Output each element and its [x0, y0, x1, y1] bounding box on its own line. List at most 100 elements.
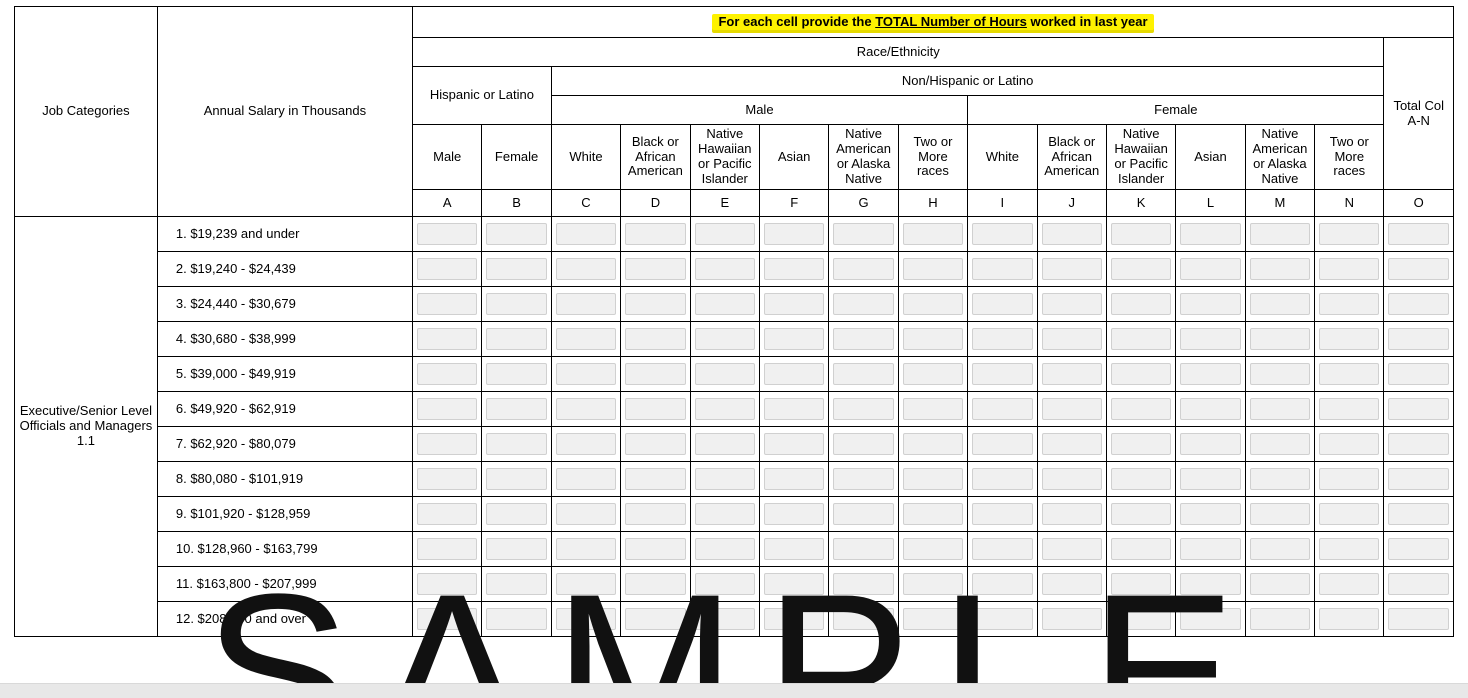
hours-input[interactable]: [1180, 398, 1240, 420]
hours-input[interactable]: [556, 328, 616, 350]
hours-input[interactable]: [556, 293, 616, 315]
hours-input[interactable]: [972, 258, 1032, 280]
hours-input[interactable]: [486, 398, 546, 420]
hours-input[interactable]: [1388, 398, 1449, 420]
hours-input[interactable]: [1319, 468, 1379, 490]
hours-input[interactable]: [1042, 398, 1102, 420]
hours-input[interactable]: [833, 328, 893, 350]
hours-input[interactable]: [1042, 258, 1102, 280]
hours-input[interactable]: [833, 573, 893, 595]
hours-input[interactable]: [695, 293, 755, 315]
hours-input[interactable]: [1388, 468, 1449, 490]
hours-input[interactable]: [625, 293, 685, 315]
hours-input[interactable]: [903, 573, 963, 595]
hours-input[interactable]: [972, 503, 1032, 525]
hours-input[interactable]: [625, 258, 685, 280]
hours-input[interactable]: [972, 293, 1032, 315]
hours-input[interactable]: [903, 538, 963, 560]
hours-input[interactable]: [1250, 538, 1310, 560]
hours-input[interactable]: [1111, 433, 1171, 455]
hours-input[interactable]: [833, 608, 893, 630]
hours-input[interactable]: [1111, 503, 1171, 525]
hours-input[interactable]: [1180, 573, 1240, 595]
hours-input[interactable]: [764, 223, 824, 245]
hours-input[interactable]: [903, 433, 963, 455]
hours-input[interactable]: [903, 468, 963, 490]
hours-input[interactable]: [1111, 538, 1171, 560]
hours-input[interactable]: [833, 293, 893, 315]
hours-input[interactable]: [764, 608, 824, 630]
hours-input[interactable]: [625, 433, 685, 455]
hours-input[interactable]: [556, 503, 616, 525]
hours-input[interactable]: [556, 468, 616, 490]
hours-input[interactable]: [486, 363, 546, 385]
hours-input[interactable]: [972, 363, 1032, 385]
hours-input[interactable]: [1388, 293, 1449, 315]
hours-input[interactable]: [417, 503, 477, 525]
hours-input[interactable]: [1250, 468, 1310, 490]
hours-input[interactable]: [764, 538, 824, 560]
hours-input[interactable]: [695, 363, 755, 385]
hours-input[interactable]: [1042, 468, 1102, 490]
hours-input[interactable]: [486, 433, 546, 455]
hours-input[interactable]: [1388, 608, 1449, 630]
hours-input[interactable]: [625, 468, 685, 490]
hours-input[interactable]: [556, 538, 616, 560]
hours-input[interactable]: [1388, 503, 1449, 525]
hours-input[interactable]: [417, 538, 477, 560]
hours-input[interactable]: [764, 293, 824, 315]
hours-input[interactable]: [903, 608, 963, 630]
hours-input[interactable]: [764, 398, 824, 420]
hours-input[interactable]: [972, 538, 1032, 560]
hours-input[interactable]: [486, 608, 546, 630]
hours-input[interactable]: [556, 433, 616, 455]
hours-input[interactable]: [1319, 573, 1379, 595]
hours-input[interactable]: [486, 223, 546, 245]
hours-input[interactable]: [1042, 363, 1102, 385]
hours-input[interactable]: [764, 258, 824, 280]
hours-input[interactable]: [1319, 398, 1379, 420]
hours-input[interactable]: [556, 363, 616, 385]
hours-input[interactable]: [1319, 538, 1379, 560]
hours-input[interactable]: [556, 608, 616, 630]
hours-input[interactable]: [625, 538, 685, 560]
hours-input[interactable]: [1180, 258, 1240, 280]
hours-input[interactable]: [695, 258, 755, 280]
hours-input[interactable]: [1250, 608, 1310, 630]
hours-input[interactable]: [625, 398, 685, 420]
hours-input[interactable]: [1111, 608, 1171, 630]
hours-input[interactable]: [486, 538, 546, 560]
hours-input[interactable]: [486, 468, 546, 490]
hours-input[interactable]: [764, 573, 824, 595]
hours-input[interactable]: [1319, 258, 1379, 280]
hours-input[interactable]: [1250, 573, 1310, 595]
hours-input[interactable]: [695, 433, 755, 455]
hours-input[interactable]: [417, 293, 477, 315]
hours-input[interactable]: [1111, 223, 1171, 245]
hours-input[interactable]: [1250, 328, 1310, 350]
hours-input[interactable]: [486, 328, 546, 350]
hours-input[interactable]: [833, 503, 893, 525]
hours-input[interactable]: [695, 608, 755, 630]
hours-input[interactable]: [764, 503, 824, 525]
hours-input[interactable]: [833, 433, 893, 455]
hours-input[interactable]: [833, 538, 893, 560]
hours-input[interactable]: [1250, 503, 1310, 525]
hours-input[interactable]: [486, 258, 546, 280]
hours-input[interactable]: [1250, 223, 1310, 245]
hours-input[interactable]: [625, 223, 685, 245]
hours-input[interactable]: [1111, 468, 1171, 490]
hours-input[interactable]: [1111, 258, 1171, 280]
hours-input[interactable]: [903, 328, 963, 350]
hours-input[interactable]: [1180, 328, 1240, 350]
hours-input[interactable]: [1388, 573, 1449, 595]
hours-input[interactable]: [695, 503, 755, 525]
hours-input[interactable]: [695, 223, 755, 245]
hours-input[interactable]: [1250, 258, 1310, 280]
hours-input[interactable]: [417, 328, 477, 350]
hours-input[interactable]: [695, 398, 755, 420]
hours-input[interactable]: [1042, 608, 1102, 630]
hours-input[interactable]: [1319, 363, 1379, 385]
hours-input[interactable]: [417, 573, 477, 595]
hours-input[interactable]: [625, 328, 685, 350]
